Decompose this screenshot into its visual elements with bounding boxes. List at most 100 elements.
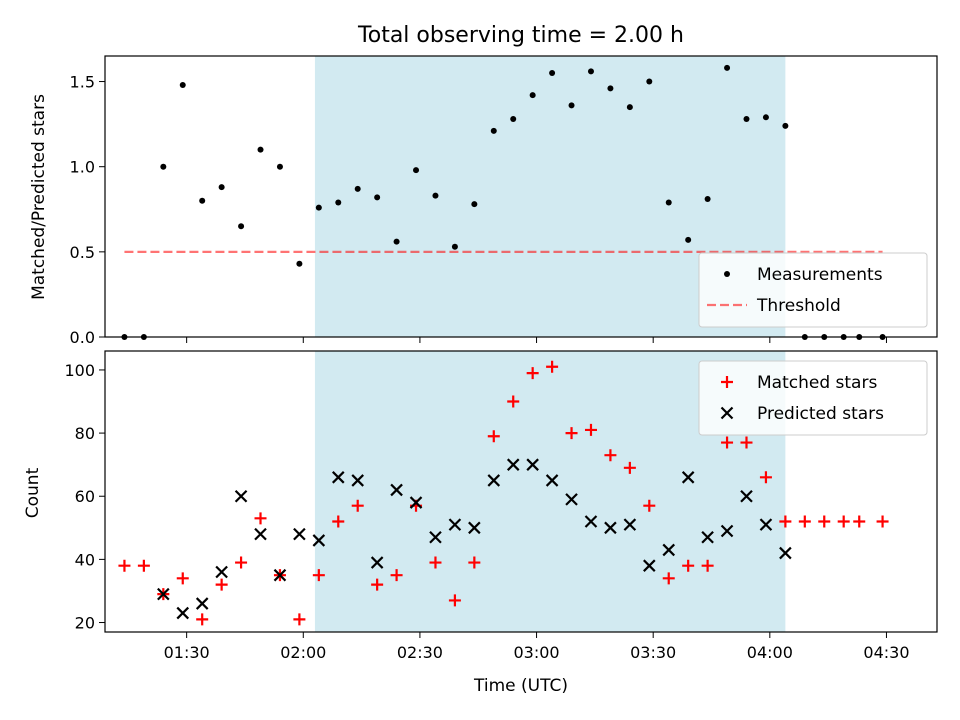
matched-stars-point — [759, 471, 772, 484]
predicted-stars-point — [254, 527, 267, 541]
x-axis-label: Time (UTC) — [473, 676, 568, 696]
legend-label: Predicted stars — [757, 404, 884, 424]
measurement-point — [646, 78, 653, 85]
matched-stars-point — [429, 556, 442, 569]
top-chart-title: Total observing time = 2.00 h — [357, 23, 684, 48]
predicted-stars-point — [293, 527, 306, 541]
measurement-point — [160, 163, 167, 170]
measurement-point — [451, 243, 458, 250]
measurement-point — [335, 199, 342, 206]
legend-label: Threshold — [756, 296, 841, 316]
matched-stars-point — [507, 395, 520, 408]
measurement-point — [724, 64, 731, 71]
predicted-stars-point — [157, 587, 170, 601]
matched-stars-point — [118, 559, 131, 572]
matched-stars-point — [468, 556, 481, 569]
measurement-point — [782, 122, 789, 129]
matched-stars-point — [853, 515, 866, 528]
predicted-stars-point — [370, 556, 384, 569]
x-tick-label: 01:30 — [164, 643, 210, 662]
measurement-point — [490, 127, 497, 134]
matched-stars-point — [332, 515, 345, 528]
measurement-point — [374, 194, 381, 201]
predicted-stars-point — [759, 518, 773, 531]
predicted-stars-point — [681, 471, 695, 484]
predicted-stars-point — [448, 518, 462, 531]
measurement-point — [413, 167, 420, 174]
bottom-y-tick-label: 40 — [75, 550, 95, 569]
top-y-tick-label: 0.5 — [70, 243, 95, 262]
bottom-plot-frame — [104, 350, 938, 633]
matched-stars-point — [196, 613, 209, 626]
predicted-stars-point — [526, 458, 539, 471]
top-y-tick-label: 0.0 — [70, 328, 95, 347]
predicted-stars-point — [623, 518, 637, 531]
top-chart: 0.0 0.5 1.0 1.5 Measurements Threshold — [70, 55, 938, 347]
matched-stars-point — [351, 499, 364, 512]
predicted-stars-point — [273, 568, 287, 582]
matched-stars-point — [215, 578, 228, 591]
x-tick-label: 02:30 — [397, 643, 443, 662]
matched-stars-point — [721, 436, 734, 449]
predicted-stars-point — [312, 534, 326, 547]
x-tick-label: 02:00 — [280, 643, 326, 662]
top-plot-frame — [104, 55, 938, 338]
measurement-point — [607, 85, 614, 92]
matched-stars-point — [312, 569, 325, 582]
matched-stars-point — [701, 559, 714, 572]
legend-measurement-marker — [724, 271, 730, 277]
matched-stars-point — [643, 499, 656, 512]
matched-stars-point — [487, 430, 500, 443]
matched-stars-point — [604, 449, 617, 462]
predicted-stars-point — [662, 543, 676, 557]
predicted-stars-point — [487, 474, 501, 487]
measurement-point — [529, 92, 536, 99]
bottom-chart: 20 40 60 80 100 01:30 02:00 02:30 03:00 03:30 04:0… — [64, 350, 938, 662]
predicted-stars-point — [643, 559, 656, 572]
x-tick-label: 03:00 — [513, 643, 559, 662]
top-legend-box — [698, 252, 928, 328]
predicted-stars-point — [779, 546, 792, 560]
measurement-point — [665, 199, 672, 206]
matched-stars-point — [740, 436, 753, 449]
top-legend: Measurements Threshold — [698, 252, 928, 328]
matched-stars-point — [448, 594, 461, 607]
predicted-stars-point — [545, 474, 559, 487]
matched-stars-point — [837, 515, 850, 528]
legend-label: Measurements — [757, 265, 883, 285]
predicted-stars-point — [215, 565, 228, 579]
predicted-stars-point — [176, 606, 190, 620]
bottom-y-tick-label: 60 — [75, 487, 95, 506]
predicted-stars-point — [409, 496, 423, 509]
predicted-stars-point — [740, 489, 753, 503]
bottom-y-tick-label: 80 — [75, 424, 95, 443]
measurement-point — [471, 201, 478, 208]
measurement-point — [393, 238, 400, 245]
legend-label: Matched stars — [757, 373, 877, 393]
matched-stars-point — [623, 461, 636, 474]
top-y-tick-label: 1.5 — [70, 73, 95, 92]
measurement-point — [315, 204, 322, 211]
legend-matched-marker — [721, 376, 733, 388]
predicted-stars-point — [506, 458, 520, 471]
matched-stars-point — [584, 423, 597, 436]
x-tick-label: 04:30 — [863, 643, 909, 662]
matched-stars-point — [662, 572, 675, 585]
predicted-stars-point — [720, 524, 734, 538]
measurement-point — [199, 197, 206, 204]
matched-stars-point — [818, 515, 831, 528]
measurement-point — [296, 260, 303, 267]
measurement-point — [762, 114, 769, 121]
matched-stars-point — [137, 559, 150, 572]
measurement-point — [549, 70, 556, 77]
predicted-stars-point — [565, 493, 578, 506]
measurement-point — [432, 192, 439, 199]
predicted-stars-point — [390, 483, 403, 497]
matched-stars-point — [565, 427, 578, 440]
top-y-tick-label: 1.0 — [70, 158, 95, 177]
matched-stars-point — [779, 515, 792, 528]
matched-stars-point — [371, 578, 384, 591]
matched-stars-point — [254, 512, 267, 525]
matched-stars-point — [546, 360, 559, 373]
